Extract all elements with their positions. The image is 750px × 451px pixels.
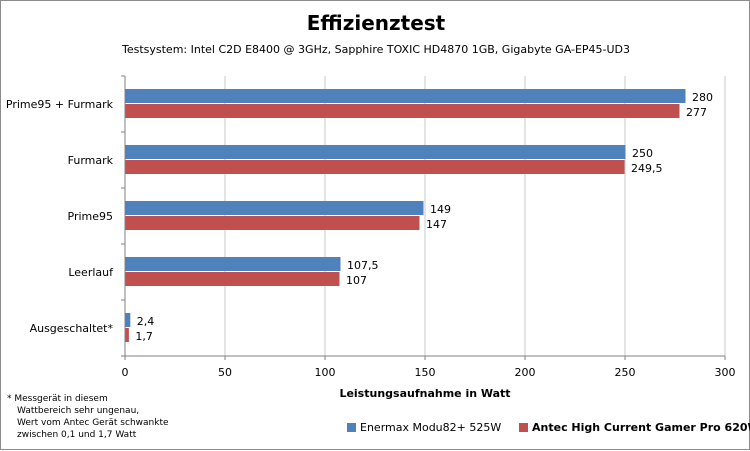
footnote-line: * Messgerät in diesem <box>7 394 108 404</box>
bar <box>125 104 680 118</box>
data-label: 149 <box>430 203 451 216</box>
category-label: Leerlauf <box>68 266 114 279</box>
legend-swatch <box>347 423 356 432</box>
data-label: 249,5 <box>631 162 663 175</box>
legend-item-series-1: Enermax Modu82+ 525W <box>347 421 501 434</box>
x-tick-label: 300 <box>715 366 736 379</box>
x-axis-title: Leistungsaufnahme in Watt <box>339 387 510 400</box>
x-tick-label: 100 <box>315 366 336 379</box>
bar <box>125 328 129 342</box>
footnote-line: zwischen 0,1 und 1,7 Watt <box>17 430 137 440</box>
footnote: * Messgerät in diesem Wattbereich sehr u… <box>7 393 197 441</box>
legend-label: Enermax Modu82+ 525W <box>360 421 502 434</box>
data-label: 107 <box>346 274 367 287</box>
chart-subtitle: Testsystem: Intel C2D E8400 @ 3GHz, Sapp… <box>121 43 631 56</box>
category-label: Prime95 <box>68 210 114 223</box>
x-tick-label: 50 <box>218 366 232 379</box>
bar <box>125 201 424 215</box>
x-tick-label: 150 <box>415 366 436 379</box>
bar <box>125 160 625 174</box>
data-label: 1,7 <box>135 330 153 343</box>
legend-item-series-2: Antec High Current Gamer Pro 620W <box>519 421 750 434</box>
footnote-line: Wert vom Antec Gerät schwankte <box>17 418 169 428</box>
category-label: Ausgeschaltet* <box>30 322 114 335</box>
data-label: 147 <box>426 218 447 231</box>
x-tick-label: 250 <box>615 366 636 379</box>
data-label: 107,5 <box>347 259 379 272</box>
chart-title: Effizienztest <box>306 11 446 35</box>
chart-legend: Enermax Modu82+ 525W Antec High Current … <box>1 421 750 441</box>
bar <box>125 272 340 286</box>
bar <box>125 89 686 103</box>
data-label: 2,4 <box>137 315 155 328</box>
x-tick-label: 200 <box>515 366 536 379</box>
footnote-line: Wattbereich sehr ungenau, <box>17 406 140 416</box>
bar <box>125 216 420 230</box>
bar <box>125 145 626 159</box>
bar <box>125 257 341 271</box>
bar <box>125 313 131 327</box>
legend-label: Antec High Current Gamer Pro 620W <box>532 421 750 434</box>
data-label: 277 <box>686 106 707 119</box>
category-label: Prime95 + Furmark <box>6 98 114 111</box>
category-label: Furmark <box>68 154 114 167</box>
data-label: 280 <box>692 91 713 104</box>
legend-swatch <box>519 423 528 432</box>
x-tick-label: 0 <box>122 366 129 379</box>
data-label: 250 <box>632 147 653 160</box>
